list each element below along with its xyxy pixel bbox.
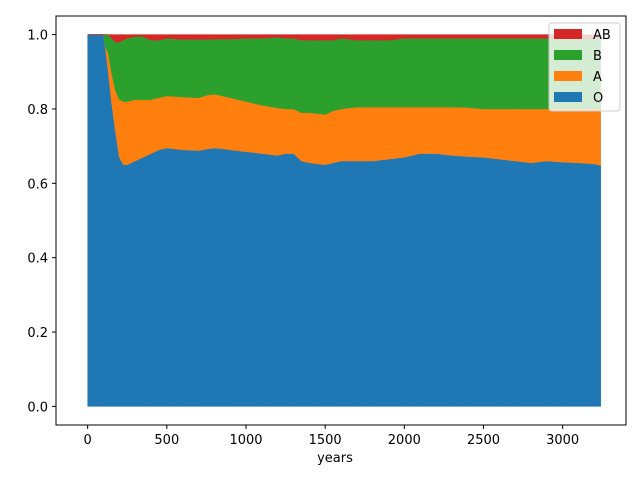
x-tick-label: 0 [84,433,92,448]
y-tick-label: 0.8 [27,103,48,118]
legend-swatch-o [554,92,582,102]
y-tick-label: 0.4 [27,252,48,267]
x-tick-label: 1500 [309,433,342,448]
y-tick-label: 0.0 [27,400,48,415]
legend-label-o: O [593,91,603,106]
y-tick-label: 1.0 [27,29,48,44]
x-tick-label: 2000 [388,433,421,448]
x-axis: 0 500 1000 1500 2000 2500 3000 [84,425,579,448]
legend-label-b: B [593,49,602,64]
legend-label-ab: AB [593,28,611,43]
legend-swatch-a [554,71,582,81]
x-tick-label: 500 [154,433,179,448]
legend: AB BAO [548,22,621,112]
legend-swatch-b [554,50,582,60]
x-tick-label: 1000 [229,433,262,448]
y-tick-label: 0.2 [27,326,48,341]
legend-label-a: A [593,70,602,85]
x-tick-label: 2500 [467,433,500,448]
y-axis: 0.0 0.2 0.4 0.6 0.8 1.0 [27,29,56,415]
plot-frame [55,15,627,426]
legend-swatch-ab [554,29,582,39]
x-tick-label: 3000 [546,433,579,448]
x-axis-label: years [317,451,353,466]
area-layer [87,34,601,407]
legend-box [548,22,621,112]
y-tick-label: 0.6 [27,177,48,192]
